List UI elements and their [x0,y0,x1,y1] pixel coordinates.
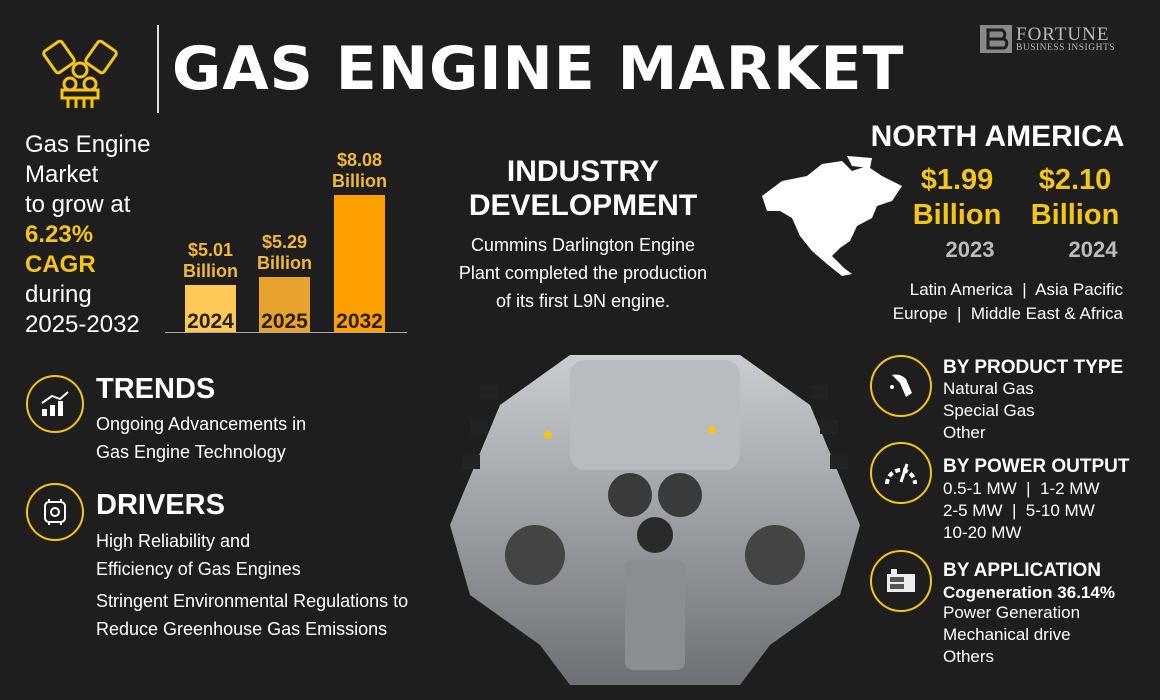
generator-icon [870,550,932,612]
engine-image [440,345,870,695]
industry-text: of its first L9N engine. [495,291,671,311]
bar-year-label: 2025 [261,310,308,333]
drivers-engine-icon [26,483,84,541]
north-america-map-icon [752,156,912,286]
drivers-text: Stringent Environmental Regulations to Re… [96,591,409,639]
summary-line: Market [25,161,99,188]
market-size-bar-chart: 2024 $5.01 Billion 2025 $5.29 Billion 2032 $8.0… [165,140,407,333]
region-value-2024: $2.10 Billion [1030,164,1120,231]
bar-year-label: 2024 [187,310,234,333]
summary-line: to grow at [25,191,131,218]
region-heading: NORTH AMERICA [870,120,1125,153]
industry-development: INDUSTRY DEVELOPMENT Cummins Darlington … [430,155,736,315]
bar-value-label: $5.01 Billion [183,240,238,281]
bar-2032: 2032 [334,195,385,333]
brand-tagline: BUSINESS INSIGHTS [1016,42,1116,53]
application-heading: BY APPLICATION [943,560,1101,581]
application-list: Power Generation Mechanical drive Others [943,603,1081,666]
product-type-list: Natural Gas Special Gas Other [943,379,1035,442]
north-america-section: NORTH AMERICA [860,120,1135,154]
bar-2025: 2025 [259,277,310,333]
page-title: GAS ENGINE MARKET [172,34,905,104]
summary-line: during [25,281,92,308]
summary-line: Gas Engine [25,131,151,158]
market-summary: Gas Engine Market to grow at 6.23% CAGR … [25,130,150,340]
forecast-period: 2025-2032 [25,311,140,338]
bar-value-label: $5.29 Billion [257,232,312,273]
bar-value-label: $8.08 Billion [332,150,387,191]
region-year: 2023 [945,237,995,262]
power-output-heading: BY POWER OUTPUT [943,456,1130,477]
engine-logo-icon [40,32,120,112]
application-highlight: Cogeneration 36.14% [943,583,1115,602]
trends-text: Ongoing Advancements in Gas Engine Techno… [96,414,307,462]
cagr-label: CAGR [25,251,96,278]
industry-text: Plant completed the production [458,263,708,283]
header-divider [157,25,159,113]
gauge-icon [870,442,932,504]
drivers-heading: DRIVERS [96,489,225,521]
drivers-text: High Reliability and Efficiency of Gas En… [96,531,301,579]
bar-2024: 2024 [185,285,236,333]
fuel-nozzle-icon [870,355,932,417]
product-type-heading: BY PRODUCT TYPE [943,357,1124,378]
brand-mark-icon [980,25,1012,53]
trends-icon [26,375,84,433]
power-output-list: 0.5-1 MW | 1-2 MW 2-5 MW | 5-10 MW 10-20 M… [943,479,1100,542]
bar-year-label: 2032 [336,310,383,333]
region-year: 2024 [1068,237,1118,262]
brand-name: FORTUNE [1016,23,1110,45]
cagr-value: 6.23% [25,221,94,248]
industry-heading: DEVELOPMENT [468,189,698,222]
brand-logo: FORTUNE BUSINESS INSIGHTS [980,25,1115,53]
industry-text: Cummins Darlington Engine [470,235,696,255]
region-value-2023: $1.99 Billion [912,164,1002,231]
industry-heading: INDUSTRY [506,155,660,188]
other-regions: Latin America | Asia Pacific Europe | Mi… [892,280,1123,323]
trends-heading: TRENDS [96,373,216,405]
